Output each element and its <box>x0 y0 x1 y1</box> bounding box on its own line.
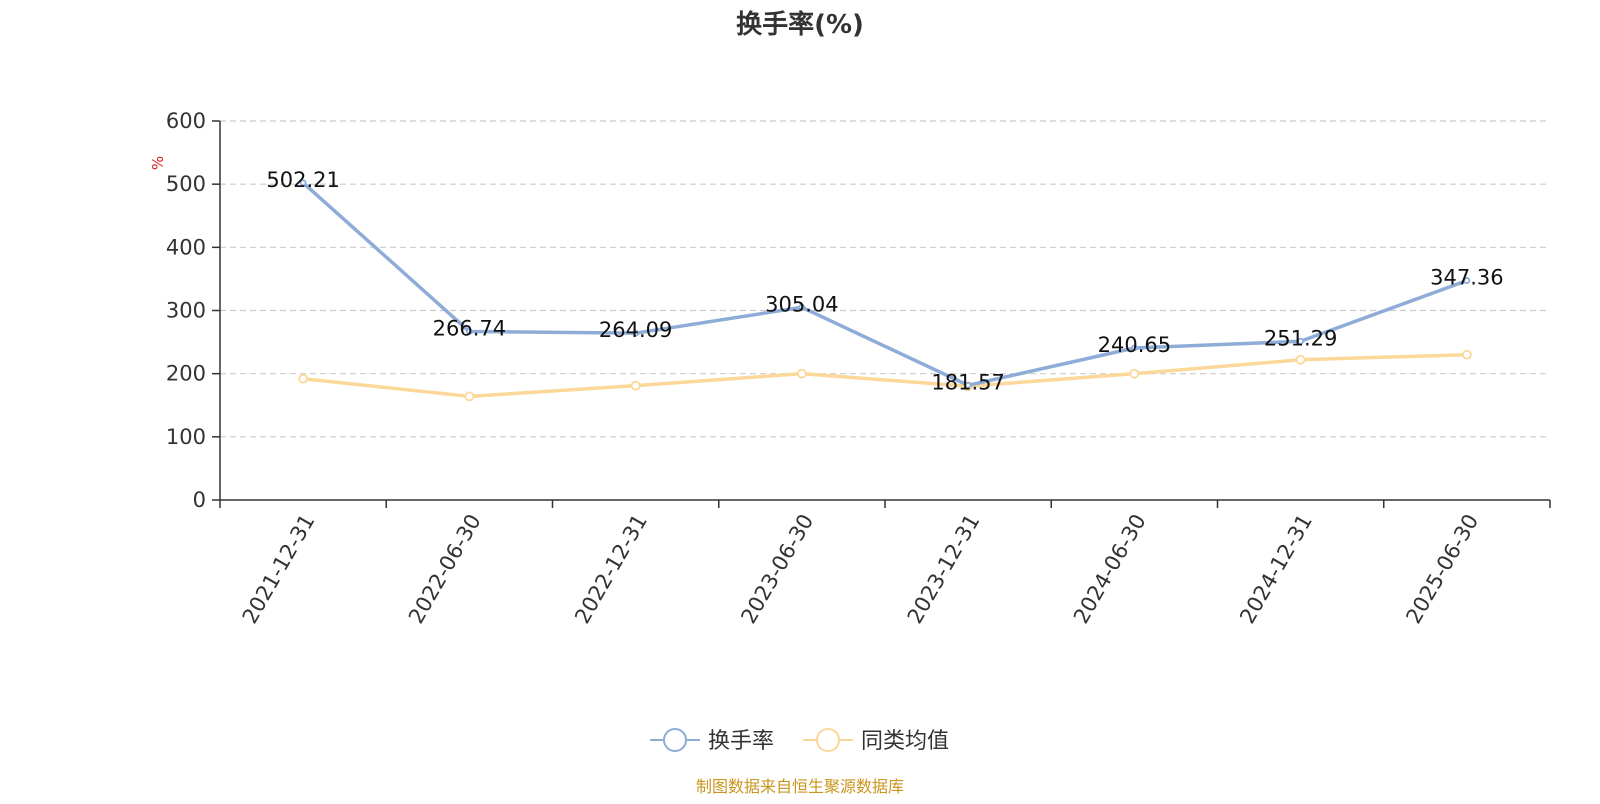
series-line <box>302 352 1467 399</box>
x-tick-label: 2021-12-31 <box>238 510 320 628</box>
data-point <box>464 391 475 402</box>
y-axis-unit-label: % <box>149 156 167 170</box>
x-tick-label: 2023-06-30 <box>736 510 818 628</box>
y-tick-label: 100 <box>166 425 206 449</box>
data-label: 266.74 <box>433 317 506 341</box>
x-tick-label: 2022-12-31 <box>570 510 652 628</box>
data-label: 347.36 <box>1430 266 1503 290</box>
data-point <box>465 328 473 335</box>
y-tick-label: 200 <box>166 362 206 386</box>
legend-circle-marker <box>816 728 840 752</box>
y-tick-label: 500 <box>166 172 206 196</box>
data-label: 502.21 <box>266 168 339 192</box>
data-point <box>298 373 309 384</box>
x-tick-label: 2024-12-31 <box>1235 510 1317 628</box>
data-point <box>1461 349 1472 360</box>
legend-label: 同类均值 <box>861 729 949 754</box>
series-line <box>301 181 1468 388</box>
data-label: 240.65 <box>1098 333 1171 357</box>
y-tick-label: 600 <box>166 109 206 133</box>
y-tick-label: 400 <box>166 235 206 259</box>
legend: 换手率 同类均值 <box>650 728 949 754</box>
legend-circle-marker <box>663 728 687 752</box>
data-point <box>796 368 807 379</box>
chart-title: 换手率(%) <box>736 9 864 40</box>
data-label: 181.57 <box>931 370 1004 394</box>
data-point <box>299 179 307 187</box>
data-labels: 502.21 266.74 264.09 305.04 181.57 240.65 251.… <box>266 168 1503 395</box>
axes: 0 100 200 300 400 500 600 2021-12-31 2022-06-30 2… <box>166 109 1551 628</box>
data-point <box>1129 368 1140 379</box>
data-point <box>1297 337 1305 345</box>
data-point <box>798 303 806 311</box>
data-label: 251.29 <box>1264 326 1337 350</box>
data-point <box>1295 354 1306 365</box>
y-tick-label: 0 <box>193 488 206 512</box>
x-tick-label: 2025-06-30 <box>1401 510 1483 628</box>
data-point <box>630 380 641 391</box>
data-source-note: 制图数据来自恒生聚源数据库 <box>696 777 904 796</box>
y-tick-label: 300 <box>166 299 206 323</box>
x-tick-label: 2023-12-31 <box>903 510 985 628</box>
data-point <box>1463 277 1471 284</box>
data-label: 305.04 <box>765 292 838 316</box>
gridlines <box>220 120 1550 438</box>
x-tick-label: 2022-06-30 <box>404 510 486 628</box>
x-tick-label: 2024-06-30 <box>1069 510 1151 628</box>
data-point <box>964 381 972 389</box>
data-label: 264.09 <box>599 318 672 342</box>
data-point <box>1130 344 1138 352</box>
data-point <box>632 329 640 337</box>
series-lines <box>298 179 1472 402</box>
legend-label: 换手率 <box>708 729 774 754</box>
